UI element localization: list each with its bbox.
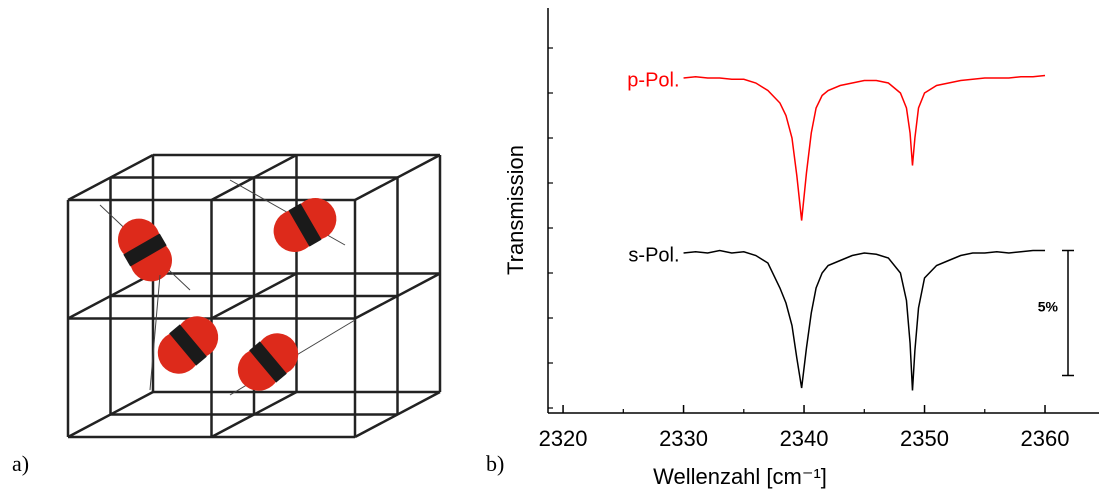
bond bbox=[169, 324, 207, 366]
x-tick-label: 2330 bbox=[659, 426, 708, 451]
panel-label: b) bbox=[486, 451, 504, 476]
series-label: p-Pol. bbox=[627, 69, 679, 91]
lattice-edge bbox=[354, 153, 441, 202]
bond-line bbox=[149, 274, 161, 391]
molecule bbox=[118, 218, 172, 282]
crystal-lattice-diagram bbox=[66, 153, 442, 439]
bond bbox=[288, 203, 322, 247]
molecule bbox=[157, 316, 219, 374]
x-tick-label: 2360 bbox=[1021, 426, 1070, 451]
x-tick-label: 2320 bbox=[539, 426, 588, 451]
spectrum-line bbox=[683, 74, 1046, 221]
molecule bbox=[237, 333, 299, 391]
panel-label: a) bbox=[12, 451, 29, 476]
x-tick-label: 2350 bbox=[900, 426, 949, 451]
x-tick-label: 2340 bbox=[780, 426, 829, 451]
molecules bbox=[99, 179, 356, 396]
lattice-edge bbox=[354, 272, 441, 320]
x-axis-title: Wellenzahl [cm⁻¹] bbox=[653, 464, 827, 489]
bond bbox=[249, 341, 287, 383]
lattice-edge bbox=[210, 272, 298, 320]
bond bbox=[123, 233, 167, 267]
spectrum-line bbox=[683, 249, 1046, 391]
molecule bbox=[273, 198, 337, 252]
series-label: s-Pol. bbox=[628, 244, 679, 266]
y-axis-title: Transmission bbox=[503, 145, 528, 275]
scale-bar-label: 5% bbox=[1038, 299, 1059, 315]
